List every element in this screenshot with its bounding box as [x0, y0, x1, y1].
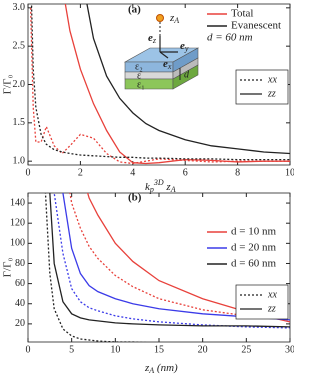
legend-box [235, 69, 289, 105]
inset: ε₂ ε ε₁ d ez ey ex zA [123, 12, 200, 90]
legend-label: Total [231, 8, 253, 20]
x-tick-label: 15 [154, 344, 164, 355]
inset-label: ε₁ [137, 79, 145, 90]
plot-area [29, 4, 290, 165]
legend-label: d = 20 nm [231, 242, 276, 254]
series-line [86, 193, 290, 323]
y-tick-label: 2.5 [13, 40, 26, 51]
inset-label: ε₂ [135, 61, 143, 72]
slab-eps1 [124, 78, 174, 90]
label-part: e [180, 40, 185, 52]
legend-box [235, 284, 289, 320]
x-tick-label: 20 [198, 344, 208, 355]
legend-label: d = 60 nm [231, 258, 276, 270]
series-line [69, 193, 290, 321]
y-tick-label: 60 [15, 278, 25, 289]
series-line [44, 193, 150, 342]
label-part: z [144, 362, 150, 374]
x-tick-label: 0 [26, 167, 31, 178]
panel-label: (a) [128, 4, 141, 16]
label-part: 3D [153, 178, 164, 187]
inset-label: zA [169, 12, 179, 25]
legend-label: zz [267, 88, 276, 99]
x-tick-label: 6 [183, 167, 188, 178]
legend-label: d = 10 nm [231, 226, 276, 238]
label-part: (nm) [154, 362, 178, 374]
x-tick-label: 10 [285, 167, 294, 178]
y-tick-label: 140 [10, 197, 25, 208]
series-line [86, 4, 290, 155]
y-tick-label: 120 [10, 217, 25, 228]
y-axis-label: Γ/Γ₀ [2, 258, 14, 278]
inset-label: ey [180, 40, 189, 53]
x-tick-label: 5 [69, 344, 74, 355]
label-part: z [169, 12, 175, 24]
y-tick-label: 80 [15, 258, 25, 269]
x-tick-label: 25 [241, 344, 251, 355]
y-tick-label: 1.5 [13, 117, 26, 128]
emitter [156, 14, 164, 22]
label-part: A [173, 16, 179, 25]
legend-label: zz [267, 303, 276, 314]
series-line [62, 193, 290, 321]
series-line [30, 4, 290, 161]
panel-label: (b) [128, 192, 142, 204]
inset-label: ez [148, 32, 157, 45]
label-part: z [164, 181, 172, 193]
label-part: x [167, 62, 172, 71]
series-line [64, 4, 290, 165]
label-part: e [148, 32, 153, 44]
series-line [53, 193, 290, 329]
label-part: z [152, 36, 157, 45]
axis-label: kp3D zA [145, 178, 176, 194]
x-tick-label: 8 [235, 167, 240, 178]
inset-label: ε [137, 70, 141, 81]
y-tick-label: 1.0 [13, 155, 26, 166]
annotation: d = 60 nm [207, 32, 253, 44]
figure: ε₂ ε ε₁ d ez ey ex zA d = 60 nm 1.01.52.… [2, 2, 294, 375]
ex-arrow [159, 51, 169, 59]
label-part: p [149, 185, 154, 194]
slab-eps [124, 71, 174, 80]
series-line [29, 7, 290, 165]
x-tick-label: 10 [110, 344, 120, 355]
y-tick-label: 3.0 [13, 2, 26, 13]
x-tick-label: 30 [285, 344, 294, 355]
y-tick-label: 2.0 [13, 79, 26, 90]
axis-label: zA (nm) [144, 362, 178, 375]
series-line [49, 193, 290, 328]
legend-label: Evanescent [231, 20, 281, 32]
y-tick-label: 100 [10, 238, 25, 249]
label-part: A [170, 185, 176, 194]
plot-area [44, 193, 290, 342]
x-tick-label: 2 [78, 167, 83, 178]
x-tick-label: 0 [26, 344, 31, 355]
inset-label: d [184, 69, 190, 80]
label-part: A [148, 366, 154, 375]
legend-label: xx [267, 289, 277, 300]
y-tick-label: 20 [15, 318, 25, 329]
label-part: e [163, 58, 168, 70]
legend-label: xx [267, 74, 277, 85]
y-axis-label: Γ/Γ₀ [2, 75, 14, 95]
label-part: y [184, 44, 189, 53]
y-tick-label: 40 [15, 298, 25, 309]
label-part: k [145, 181, 151, 193]
slab-eps1-side [172, 64, 199, 90]
inset-label: ex [163, 58, 172, 71]
x-tick-label: 4 [130, 167, 135, 178]
